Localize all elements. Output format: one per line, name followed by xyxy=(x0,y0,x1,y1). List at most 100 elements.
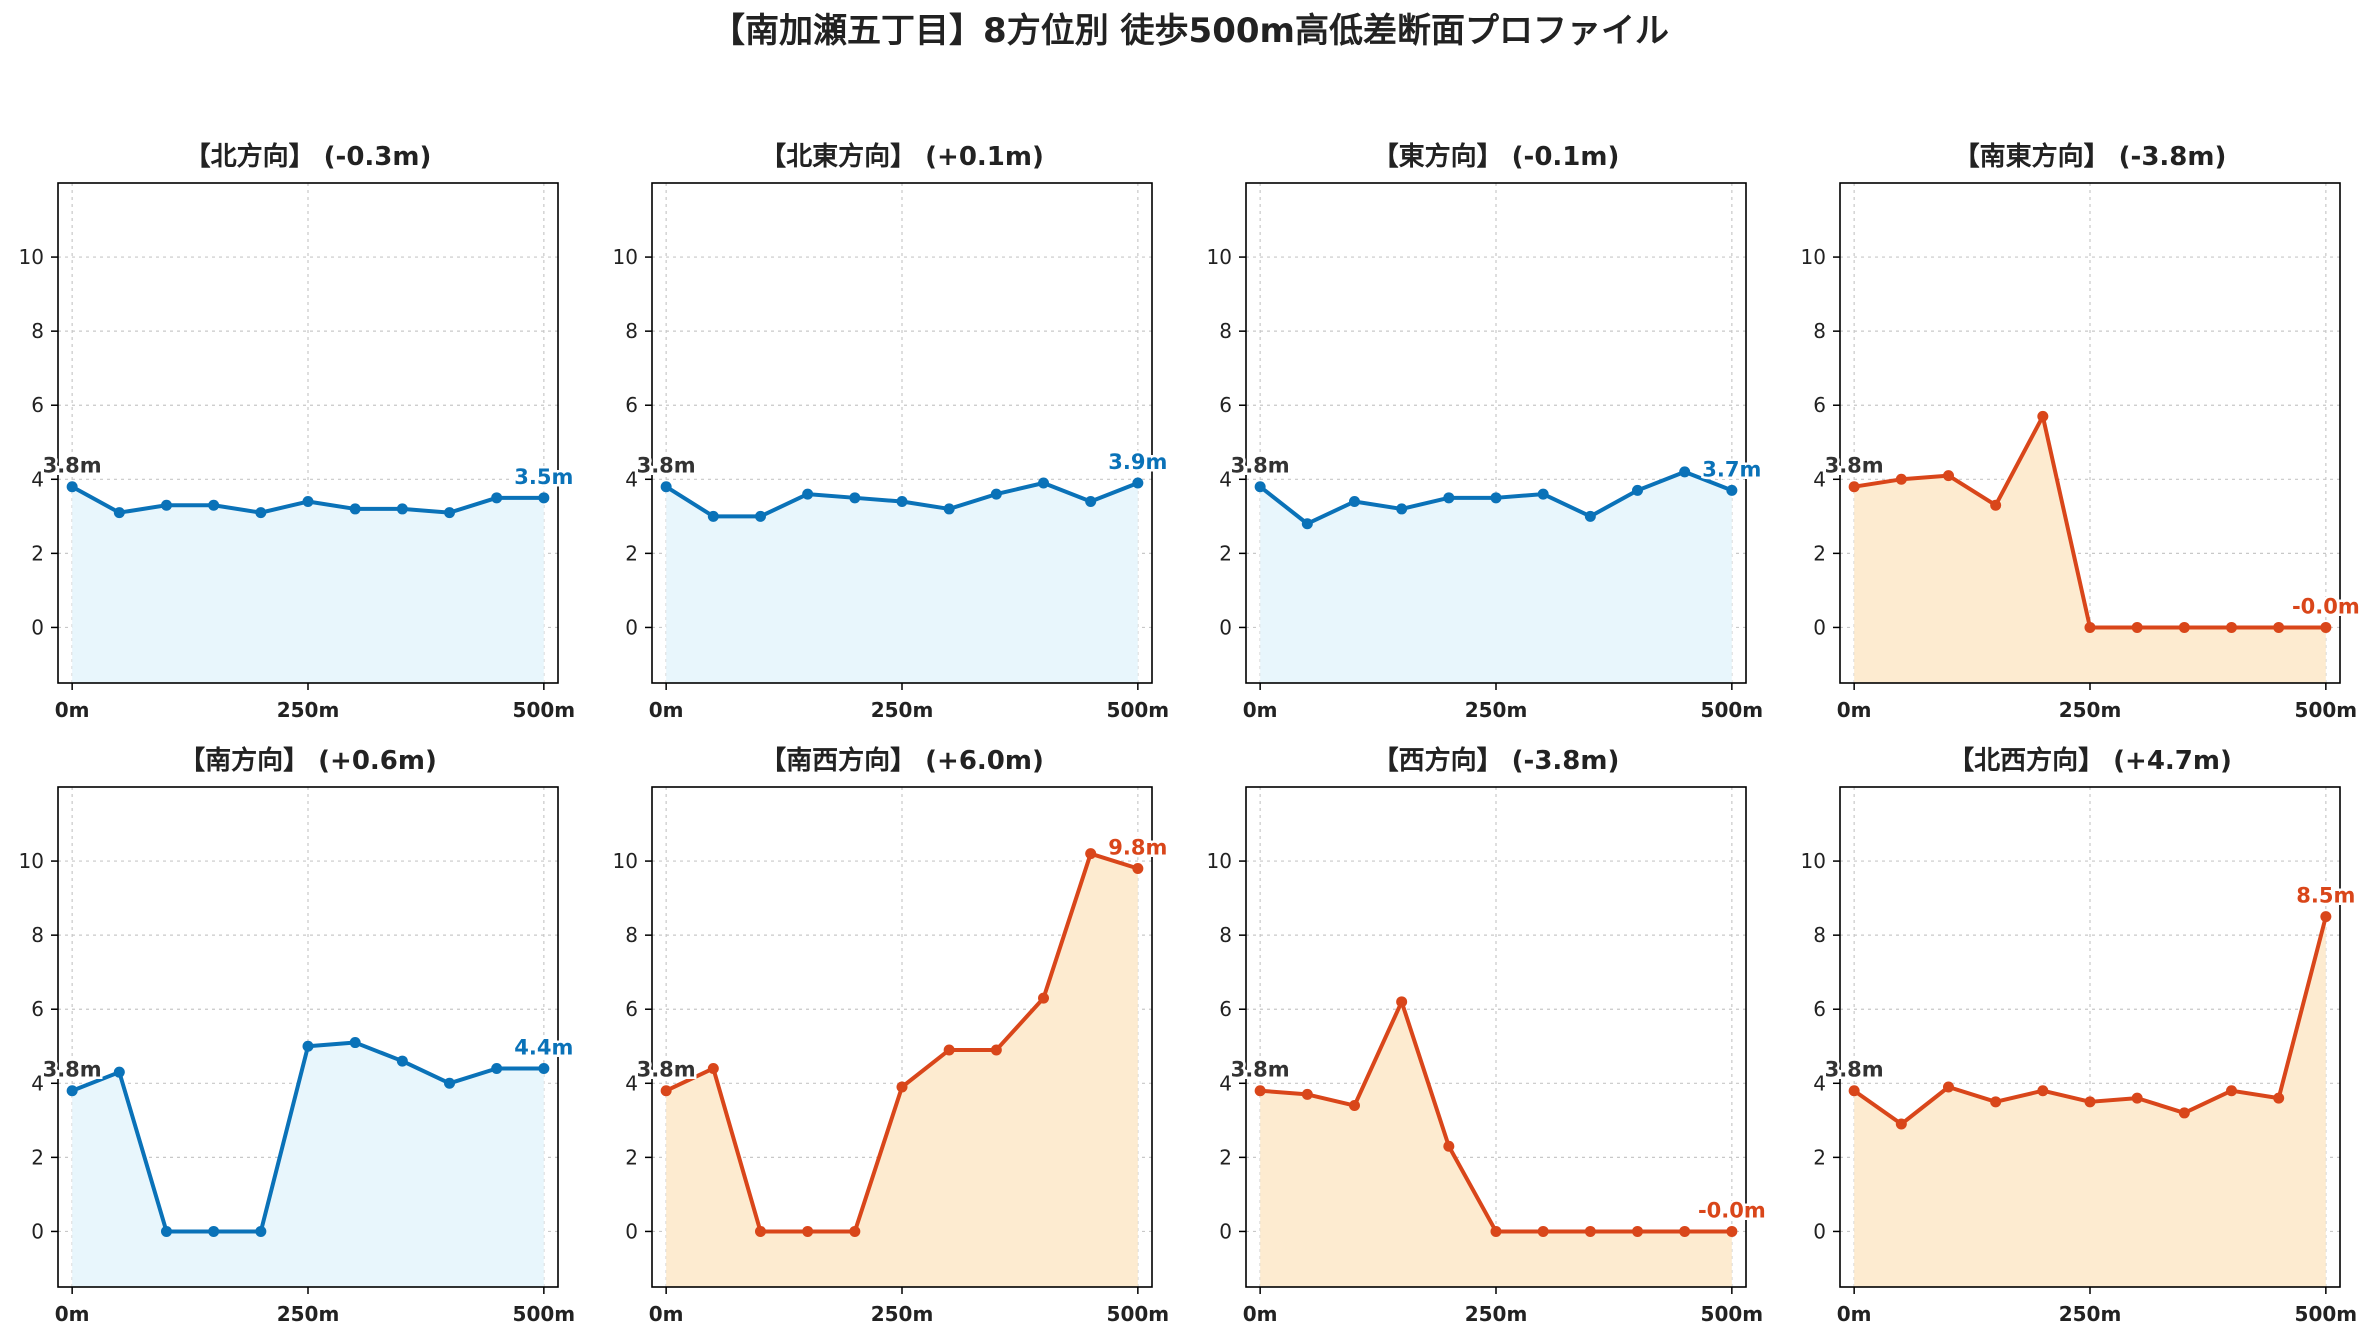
panel-title: 【西方向】 (-3.8m) xyxy=(1373,745,1620,776)
end-value-label: 8.5m xyxy=(2296,884,2355,908)
x-tick-label: 250m xyxy=(1465,698,1528,722)
data-point xyxy=(2037,410,2049,422)
data-point xyxy=(1848,481,1860,493)
start-value-label: 3.8m xyxy=(43,1058,102,1082)
data-point xyxy=(1301,1088,1313,1100)
y-tick-label: 6 xyxy=(1219,393,1232,417)
y-tick-label: 6 xyxy=(1813,997,1826,1021)
panel-title: 【北東方向】 (+0.1m) xyxy=(760,141,1044,172)
data-point xyxy=(849,1225,861,1237)
y-tick-label: 6 xyxy=(625,997,638,1021)
data-point xyxy=(707,510,719,522)
panel-title: 【北西方向】 (+4.7m) xyxy=(1948,745,2232,776)
data-point xyxy=(444,1077,456,1089)
data-point xyxy=(2037,1085,2049,1097)
area-fill xyxy=(1854,416,2326,683)
area-fill xyxy=(1260,471,1732,683)
y-tick-label: 10 xyxy=(1207,245,1232,269)
x-tick-label: 250m xyxy=(871,698,934,722)
chart-panel-0: 【北方向】 (-0.3m) 0 2 4 6 8 10 0m 250m 500m 3.8m 3.5m xyxy=(19,141,576,722)
y-tick-label: 4 xyxy=(31,1071,44,1095)
x-tick-label: 500m xyxy=(1701,1302,1764,1326)
data-point xyxy=(1132,477,1144,489)
y-tick-label: 0 xyxy=(625,615,638,639)
y-tick-label: 4 xyxy=(1219,1071,1232,1095)
data-point xyxy=(491,1062,503,1074)
data-point xyxy=(707,1062,719,1074)
panel-title: 【南東方向】 (-3.8m) xyxy=(1954,141,2227,172)
y-tick-label: 2 xyxy=(1813,541,1826,565)
data-point xyxy=(1537,1225,1549,1237)
area-fill xyxy=(666,483,1138,683)
data-point xyxy=(943,1044,955,1056)
data-point xyxy=(208,1225,220,1237)
data-point xyxy=(113,1066,125,1078)
y-tick-label: 8 xyxy=(31,319,44,343)
data-point xyxy=(1584,1225,1596,1237)
data-point xyxy=(802,1225,814,1237)
data-point xyxy=(1726,484,1738,496)
y-tick-label: 8 xyxy=(1219,319,1232,343)
data-point xyxy=(538,492,550,504)
data-point xyxy=(1942,470,1954,482)
data-point xyxy=(849,492,861,504)
data-point xyxy=(1990,499,2002,511)
y-tick-label: 4 xyxy=(1813,467,1826,491)
panel-title: 【東方向】 (-0.1m) xyxy=(1373,141,1620,172)
data-point xyxy=(302,496,314,508)
data-point xyxy=(255,507,267,519)
data-point xyxy=(1537,488,1549,500)
y-tick-label: 10 xyxy=(19,245,44,269)
data-point xyxy=(1132,862,1144,874)
x-tick-label: 500m xyxy=(1107,1302,1170,1326)
data-point xyxy=(2320,911,2332,923)
data-point xyxy=(1679,466,1691,478)
y-tick-label: 2 xyxy=(1219,1145,1232,1169)
data-point xyxy=(1038,477,1050,489)
data-point xyxy=(1301,518,1313,530)
data-point xyxy=(2226,621,2238,633)
area-fill xyxy=(72,486,544,683)
y-tick-label: 2 xyxy=(1813,1145,1826,1169)
end-value-label: -0.0m xyxy=(2292,594,2360,618)
data-point xyxy=(1990,1096,2002,1108)
x-tick-label: 500m xyxy=(2295,1302,2358,1326)
x-tick-label: 250m xyxy=(871,1302,934,1326)
y-tick-label: 8 xyxy=(625,319,638,343)
data-point xyxy=(2226,1085,2238,1097)
area-fill xyxy=(666,853,1138,1287)
y-tick-label: 6 xyxy=(1813,393,1826,417)
y-tick-label: 6 xyxy=(625,393,638,417)
x-tick-label: 250m xyxy=(277,1302,340,1326)
data-point xyxy=(1490,1225,1502,1237)
x-tick-label: 0m xyxy=(1837,698,1872,722)
y-tick-label: 10 xyxy=(19,849,44,873)
data-point xyxy=(349,503,361,515)
end-value-label: 4.4m xyxy=(514,1035,573,1059)
y-tick-label: 4 xyxy=(1813,1071,1826,1095)
y-tick-label: 0 xyxy=(1813,1219,1826,1243)
x-tick-label: 500m xyxy=(513,1302,576,1326)
data-point xyxy=(302,1040,314,1052)
data-point xyxy=(1632,484,1644,496)
data-point xyxy=(1038,992,1050,1004)
y-tick-label: 0 xyxy=(1219,615,1232,639)
data-point xyxy=(396,1055,408,1067)
y-tick-label: 8 xyxy=(31,923,44,947)
x-tick-label: 500m xyxy=(1107,698,1170,722)
data-point xyxy=(1490,492,1502,504)
panel-title: 【南西方向】 (+6.0m) xyxy=(760,745,1044,776)
x-tick-label: 0m xyxy=(1243,1302,1278,1326)
y-tick-label: 10 xyxy=(613,245,638,269)
y-tick-label: 0 xyxy=(31,615,44,639)
data-point xyxy=(1348,496,1360,508)
start-value-label: 3.8m xyxy=(1231,1058,1290,1082)
data-point xyxy=(660,1085,672,1097)
y-tick-label: 10 xyxy=(613,849,638,873)
x-tick-label: 0m xyxy=(55,698,90,722)
y-tick-label: 2 xyxy=(625,541,638,565)
data-point xyxy=(754,1225,766,1237)
data-point xyxy=(1085,848,1097,860)
